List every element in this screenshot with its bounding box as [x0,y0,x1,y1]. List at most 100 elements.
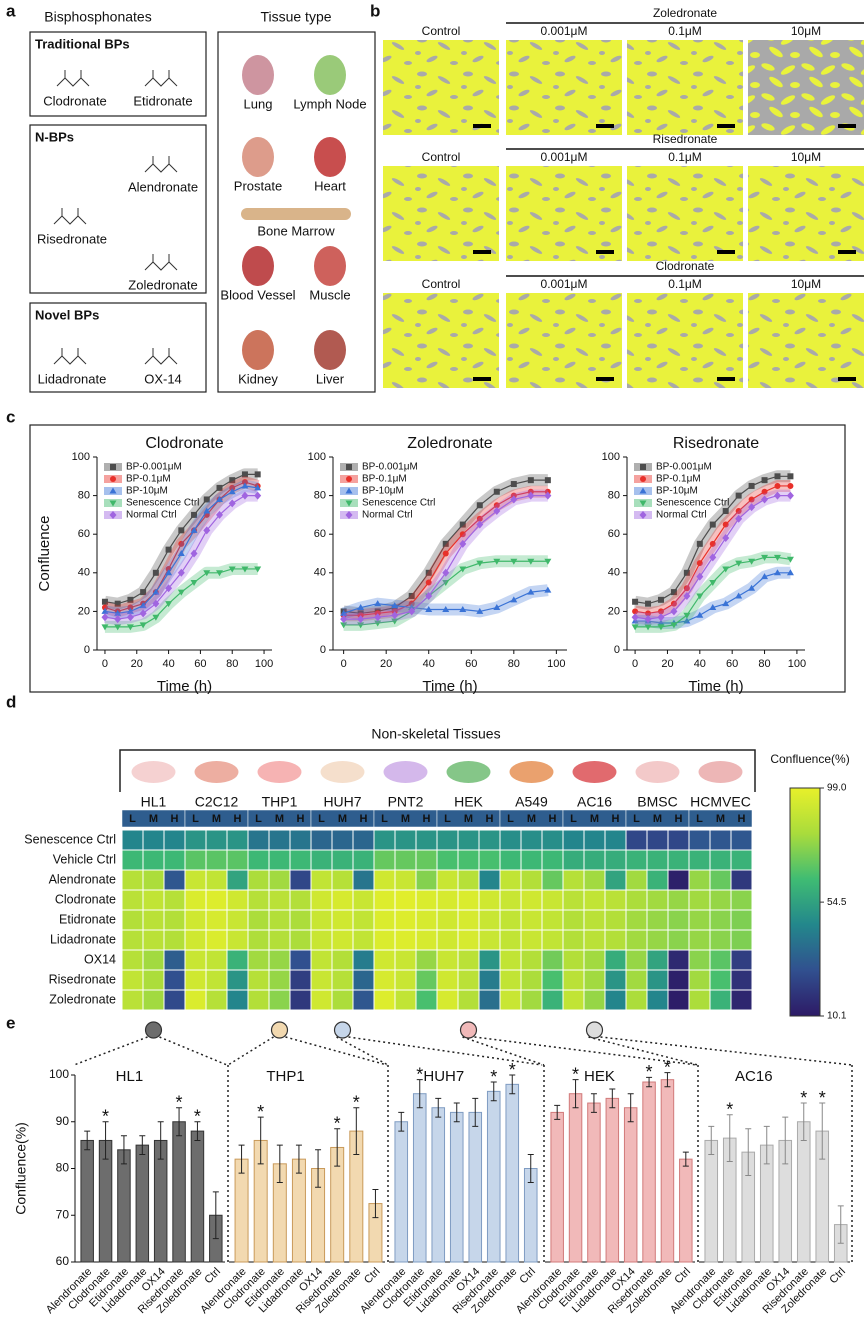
heat-cell [352,969,375,991]
panel-label: b [370,1,380,20]
heat-cell [520,909,543,931]
heat-cell [583,949,606,971]
y-tick-label: 60 [78,528,90,540]
y-tick-label: 60 [608,528,620,540]
heat-cell [457,889,480,911]
heat-cell [331,829,354,851]
column-label: 0.001μM [541,24,588,38]
heat-cell [667,869,690,891]
heat-cell [562,949,585,971]
bar [505,1083,520,1263]
marker [493,488,500,495]
marker [203,496,210,503]
marker [722,600,730,607]
heat-cell [163,889,186,911]
marker [722,508,729,515]
heat-cell [541,829,564,851]
subgroup-label: L [381,813,388,825]
heat-cell [562,989,585,1011]
heat-cell [457,989,480,1011]
heat-cell [730,989,753,1011]
error-bar [102,1121,109,1160]
heat-cell [457,849,480,871]
marker [459,566,467,573]
marker [374,613,382,622]
subgroup-label: M [590,813,599,825]
bar [660,1079,675,1263]
heat-cell [709,869,732,891]
heat-cell [352,949,375,971]
drug-name: Lidadronate [38,371,107,386]
marker [165,569,173,576]
legend-label: BP-0.1μM [362,474,407,485]
x-axis-label: Time (h) [422,678,477,695]
heat-cell [436,929,459,951]
error-bar [490,1081,497,1102]
marker [203,570,211,577]
marker [670,622,678,629]
tissue-name: Lymph Node [293,96,366,111]
marker [476,515,483,522]
marker [544,477,551,484]
y-tick-label: 70 [56,1207,70,1221]
marker [152,588,160,595]
heat-cell [730,869,753,891]
x-axis-label: Time (h) [688,678,743,695]
cell-icon [446,761,491,783]
heat-cell [205,929,228,951]
group-title: Traditional BPs [35,36,130,51]
marker [493,507,501,516]
marker [459,539,467,548]
x-tick-label: Ctrl [517,1266,538,1287]
heat-cell [604,909,627,931]
micrograph [506,40,622,135]
tissue-name: Muscle [309,287,350,302]
heat-cell [499,909,522,931]
heat-cell [121,969,144,991]
subgroup-label: M [401,813,410,825]
x-tick-label: 40 [423,658,435,670]
heat-cell [541,969,564,991]
drug-name: Clodronate [43,93,107,108]
scale-bar [596,377,614,381]
heat-cell [625,969,648,991]
x-tick-label: Ctrl [827,1266,848,1287]
bar [550,1111,564,1263]
heat-cell [268,909,291,931]
tissue-marker [333,1021,352,1039]
heat-cell [226,849,249,871]
bar [468,1111,483,1263]
heat-cell [709,849,732,871]
y-tick-label: 80 [314,490,326,502]
marker [254,471,261,478]
row-title: Clodronate [656,259,715,273]
marker [442,550,449,557]
heat-cell [142,829,165,851]
heat-cell [688,949,711,971]
heat-cell [562,889,585,911]
x-tick-label: 80 [226,658,238,670]
marker [748,503,756,512]
marker [709,521,716,528]
significance-mark: * [509,1060,516,1080]
x-tick-label: 40 [694,658,706,670]
x-tick-label: 60 [726,658,738,670]
significance-mark: * [257,1102,264,1122]
heat-cell [268,949,291,971]
error-bar [139,1135,146,1155]
marker [254,484,262,491]
error-bar [800,1102,807,1141]
marker [709,579,717,586]
heat-cell [226,869,249,891]
legend-marker [345,500,353,507]
marker [357,615,365,624]
heat-cell [667,889,690,911]
heat-cell [205,949,228,971]
marker [254,566,262,573]
heat-cell [520,969,543,991]
error-bar [782,1116,789,1165]
significance-mark: * [664,1057,671,1077]
heat-cell [226,949,249,971]
significance-mark: * [726,1099,733,1119]
connector [227,1036,274,1066]
